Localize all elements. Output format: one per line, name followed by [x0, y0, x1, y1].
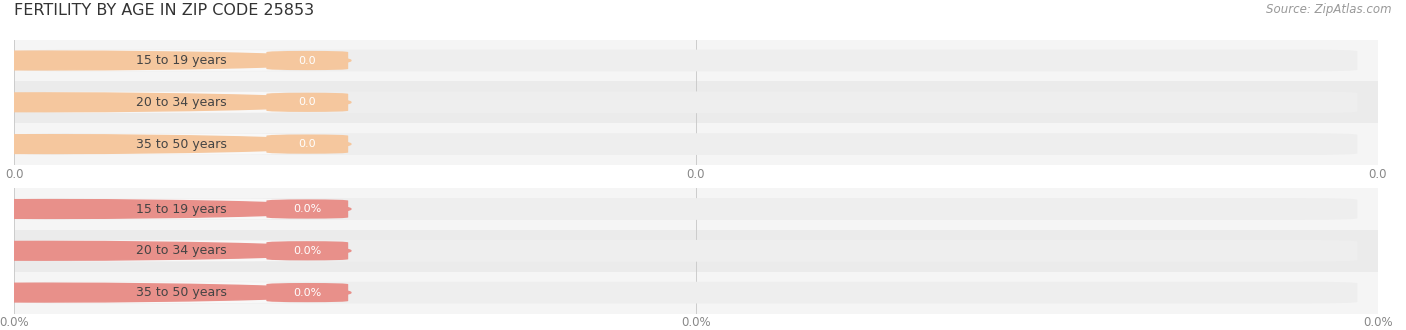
Bar: [14, 188, 1378, 230]
FancyBboxPatch shape: [48, 134, 287, 154]
Text: 0.0%: 0.0%: [294, 204, 322, 214]
Text: 0.0: 0.0: [298, 97, 316, 107]
Circle shape: [0, 200, 352, 218]
Bar: [14, 82, 1378, 123]
Bar: [14, 272, 1378, 314]
FancyBboxPatch shape: [21, 240, 1357, 262]
Text: 20 to 34 years: 20 to 34 years: [136, 244, 226, 257]
Bar: [14, 123, 1378, 165]
Text: 0.0%: 0.0%: [294, 246, 322, 256]
Text: Source: ZipAtlas.com: Source: ZipAtlas.com: [1267, 3, 1392, 16]
FancyBboxPatch shape: [266, 283, 349, 302]
FancyBboxPatch shape: [21, 198, 1357, 220]
Circle shape: [0, 51, 352, 70]
FancyBboxPatch shape: [266, 93, 349, 112]
Text: 0.0: 0.0: [298, 55, 316, 65]
FancyBboxPatch shape: [266, 51, 349, 70]
FancyBboxPatch shape: [48, 282, 287, 303]
Circle shape: [0, 135, 352, 153]
Text: 35 to 50 years: 35 to 50 years: [136, 138, 226, 150]
FancyBboxPatch shape: [21, 91, 1357, 113]
FancyBboxPatch shape: [21, 133, 1357, 155]
Text: 15 to 19 years: 15 to 19 years: [136, 54, 226, 67]
FancyBboxPatch shape: [266, 199, 349, 218]
Text: 15 to 19 years: 15 to 19 years: [136, 203, 226, 215]
FancyBboxPatch shape: [48, 50, 287, 71]
Text: 35 to 50 years: 35 to 50 years: [136, 286, 226, 299]
FancyBboxPatch shape: [21, 282, 1357, 304]
Circle shape: [0, 283, 352, 302]
Bar: [14, 40, 1378, 82]
Text: FERTILITY BY AGE IN ZIP CODE 25853: FERTILITY BY AGE IN ZIP CODE 25853: [14, 3, 314, 18]
FancyBboxPatch shape: [266, 241, 349, 260]
Circle shape: [0, 93, 352, 112]
Text: 0.0%: 0.0%: [294, 288, 322, 298]
FancyBboxPatch shape: [21, 50, 1357, 71]
Text: 0.0: 0.0: [298, 139, 316, 149]
FancyBboxPatch shape: [266, 135, 349, 154]
FancyBboxPatch shape: [48, 199, 287, 219]
FancyBboxPatch shape: [48, 92, 287, 113]
Bar: [14, 230, 1378, 272]
Text: 20 to 34 years: 20 to 34 years: [136, 96, 226, 109]
Circle shape: [0, 242, 352, 260]
FancyBboxPatch shape: [48, 240, 287, 261]
